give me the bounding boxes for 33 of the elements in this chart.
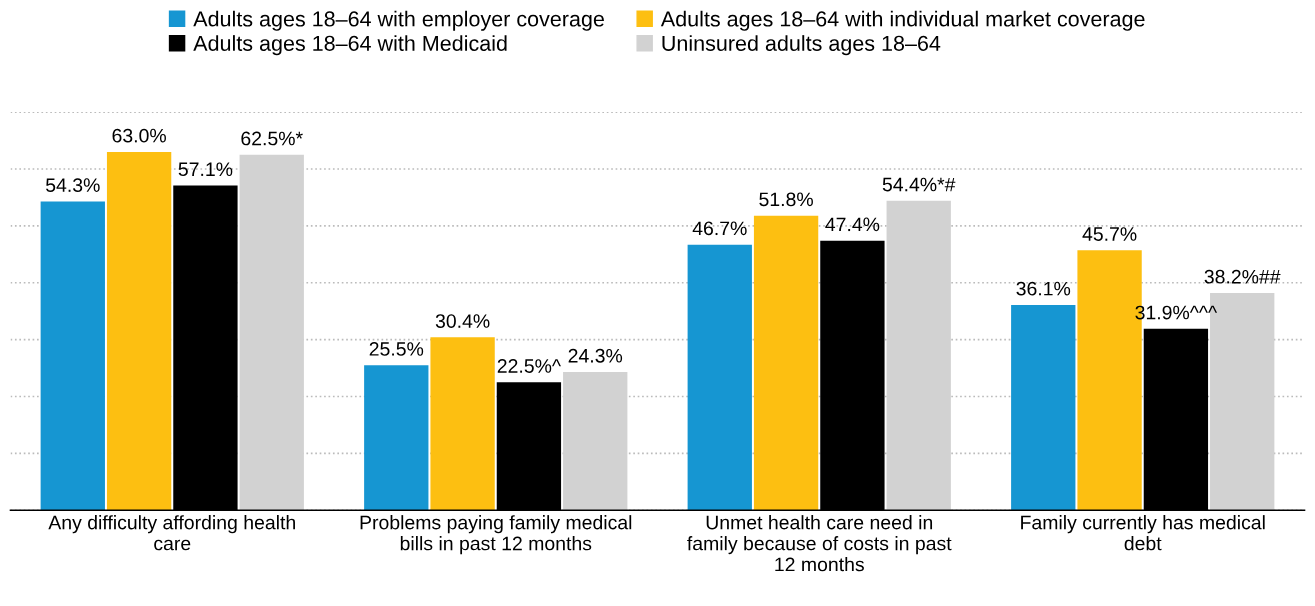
- bar: [239, 154, 304, 511]
- legend-label: Adults ages 18–64 with employer coverage: [193, 10, 604, 31]
- data-label: 54.4%*#: [882, 177, 956, 192]
- bar: [563, 372, 628, 511]
- legend-label: Adults ages 18–64 with individual market coverage: [660, 10, 1145, 31]
- bar: [40, 201, 105, 511]
- data-label: 63.0%: [112, 128, 166, 143]
- bar: [364, 365, 429, 511]
- bar: [687, 244, 752, 511]
- data-label: 46.7%: [692, 221, 747, 236]
- bar: [1011, 304, 1076, 511]
- bar: [430, 337, 495, 511]
- x-tick-label: Family currently has medical debt: [1021, 515, 1265, 551]
- data-label: 45.7%: [1082, 227, 1137, 241]
- data-label: 57.1%: [178, 162, 233, 177]
- data-label: 47.4%: [825, 217, 880, 232]
- data-label: 25.5%: [369, 342, 424, 356]
- legend-label: Adults ages 18–64 with Medicaid: [193, 35, 507, 56]
- bar: [106, 151, 172, 511]
- legend-label: Uninsured adults ages 18–64: [662, 35, 941, 56]
- data-label: 24.3%: [568, 348, 623, 363]
- bar: [753, 215, 819, 511]
- bar: [886, 200, 951, 511]
- data-label: 51.8%: [759, 192, 813, 207]
- data-label: 30.4%: [435, 314, 490, 328]
- data-label: 54.3%: [46, 178, 100, 193]
- x-tick-label: Problems paying family medical bills in past 12 months: [360, 515, 632, 555]
- x-tick-label: Any difficulty affording health care: [48, 515, 295, 551]
- data-label: 22.5%^: [497, 359, 561, 373]
- data-label: 62.5%*: [241, 131, 303, 146]
- data-label: 36.1%: [1016, 281, 1071, 296]
- data-label: 38.2%##: [1204, 269, 1281, 284]
- x-tick-label: Unmet health care need in family because of costs in past 12 months: [687, 515, 952, 572]
